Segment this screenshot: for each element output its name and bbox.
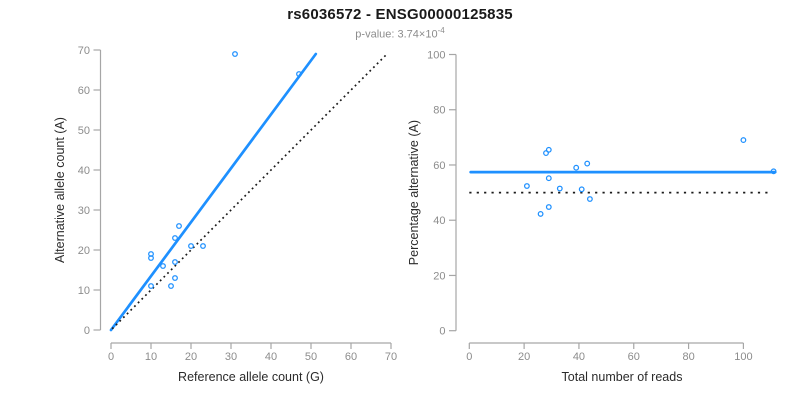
data-point [168, 283, 174, 289]
data-point [172, 275, 178, 281]
x-tick-label: 60 [628, 351, 640, 363]
data-point [543, 150, 549, 157]
data-point [740, 137, 747, 144]
data-point [578, 186, 585, 193]
y-tick-label: 50 [78, 125, 90, 137]
x-axis-title: Total number of reads [562, 370, 683, 384]
x-tick-label: 0 [108, 351, 114, 363]
x-tick-label: 50 [305, 351, 317, 363]
y-tick-label: 10 [78, 285, 90, 297]
data-point [232, 51, 238, 57]
x-tick-label: 20 [518, 351, 530, 363]
y-tick-label: 20 [78, 245, 90, 257]
x-tick-label: 10 [145, 351, 157, 363]
pvalue-exponent: -4 [437, 26, 445, 35]
data-point [586, 196, 593, 202]
y-tick-label: 60 [78, 85, 90, 97]
data-point [200, 243, 206, 249]
data-point [148, 255, 154, 261]
y-tick-label: 0 [84, 325, 90, 337]
figure-subtitle: p-value: 3.74×10-4 [0, 26, 800, 41]
pvalue-text: p-value: 3.74×10 [355, 28, 438, 41]
y-tick-label: 60 [433, 160, 445, 172]
data-point [537, 210, 544, 217]
data-point [545, 175, 552, 182]
y-tick-label: 20 [433, 270, 445, 282]
data-point [584, 160, 591, 167]
fit-line [109, 52, 318, 332]
y-tick-label: 40 [433, 215, 445, 227]
data-point [523, 183, 530, 189]
data-point [160, 263, 166, 269]
figure-title: rs6036572 - ENSG00000125835 [287, 6, 513, 23]
y-axis-title: Alternative allele count (A) [53, 117, 67, 263]
y-tick-label: 0 [439, 326, 445, 338]
data-point [556, 185, 563, 192]
x-tick-label: 40 [573, 351, 585, 363]
x-tick-label: 70 [385, 351, 397, 363]
x-tick-label: 40 [265, 351, 277, 363]
x-axis-title: Reference allele count (G) [178, 370, 324, 384]
data-point [176, 223, 182, 229]
data-point [545, 204, 552, 210]
data-point [573, 164, 580, 171]
figure-header: rs6036572 - ENSG00000125835 p-value: 3.7… [0, 6, 800, 41]
x-tick-label: 30 [225, 351, 237, 363]
data-point [296, 71, 302, 77]
y-tick-label: 70 [78, 45, 90, 57]
x-tick-label: 60 [345, 351, 357, 363]
data-point [545, 146, 552, 153]
identity-line [111, 54, 387, 330]
y-tick-label: 40 [78, 165, 90, 177]
y-tick-label: 100 [427, 49, 445, 61]
data-point [172, 259, 178, 265]
x-tick-label: 20 [185, 351, 197, 363]
data-point [188, 243, 194, 249]
x-tick-label: 80 [682, 351, 694, 363]
reads-vs-percentage-scatter: 0 20 40 60 80 100 0 20 40 60 80 100 Total number of … [407, 49, 777, 384]
allele-count-scatter: 0 10 20 30 40 50 60 70 0 10 20 30 40 50 60 70 Reference … [53, 45, 397, 384]
y-tick-label: 30 [78, 205, 90, 217]
y-axis-title: Percentage alternative (A) [407, 120, 421, 265]
y-tick-label: 80 [433, 105, 445, 117]
data-point [172, 235, 178, 241]
data-point [148, 283, 154, 289]
x-tick-label: 100 [734, 351, 752, 363]
data-point [770, 168, 777, 175]
x-tick-label: 0 [466, 351, 472, 363]
